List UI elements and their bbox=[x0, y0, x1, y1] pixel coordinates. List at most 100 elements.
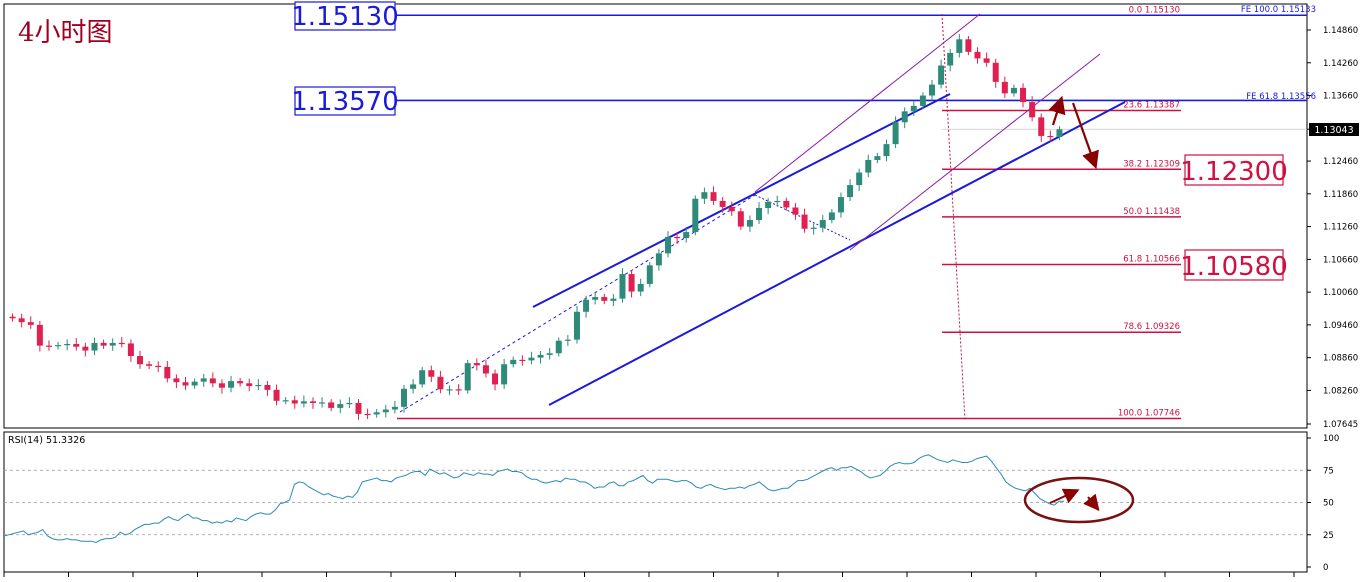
big-level-label: 1.15130 bbox=[291, 1, 399, 32]
candle-body bbox=[883, 144, 890, 157]
candle-body bbox=[756, 208, 763, 221]
candle-body bbox=[837, 197, 844, 213]
y-tick-label: 1.08860 bbox=[1323, 354, 1358, 364]
candle-body bbox=[173, 378, 180, 383]
candle-body bbox=[55, 345, 62, 347]
candle-body bbox=[564, 339, 571, 341]
big-level-label: 1.13570 bbox=[291, 86, 399, 117]
target-1-10580-text: 1.10580 bbox=[1180, 252, 1288, 282]
candle-body bbox=[628, 274, 635, 292]
candle-body bbox=[765, 202, 772, 209]
candle-body bbox=[746, 220, 753, 227]
candle-body bbox=[683, 232, 690, 239]
forecast-up-arrow bbox=[1048, 95, 1066, 126]
candle-body bbox=[965, 39, 972, 52]
candle-body bbox=[1056, 129, 1063, 138]
rsi-down-arrow bbox=[1083, 493, 1100, 512]
candle-body bbox=[419, 370, 426, 385]
candle-body bbox=[555, 340, 562, 354]
candle-body bbox=[810, 227, 817, 229]
candle-body bbox=[373, 412, 380, 415]
candle-body bbox=[528, 357, 535, 361]
candle-body bbox=[309, 401, 316, 403]
candle-body bbox=[501, 364, 508, 385]
candle-body bbox=[592, 297, 599, 300]
candle-body bbox=[300, 401, 307, 404]
rsi-circle bbox=[1023, 476, 1135, 524]
candle-body bbox=[492, 373, 499, 385]
y-tick-label: 1.10060 bbox=[1323, 288, 1358, 298]
fib-level-label: 100.0 1.07746 bbox=[1118, 408, 1180, 418]
candle-body bbox=[473, 363, 480, 366]
rsi-tick-label: 75 bbox=[1323, 466, 1334, 476]
channel-thin-line bbox=[849, 53, 1101, 251]
target-1-12300-text: 1.12300 bbox=[1180, 157, 1288, 187]
y-tick-label: 1.13660 bbox=[1323, 92, 1358, 102]
candle-body bbox=[774, 200, 781, 203]
rsi-label: RSI(14) 51.3326 bbox=[8, 435, 85, 446]
candle-body bbox=[801, 214, 808, 229]
fib-level-label: 78.6 1.09326 bbox=[1123, 322, 1180, 332]
y-tick-label: 1.12460 bbox=[1323, 157, 1358, 167]
candle-body bbox=[828, 212, 835, 221]
target-label: 1.10580 bbox=[1180, 249, 1288, 282]
rsi-tick-label: 100 bbox=[1323, 434, 1339, 444]
fib-level-label: 50.0 1.11438 bbox=[1123, 207, 1180, 217]
candle-body bbox=[919, 95, 926, 106]
candle-body bbox=[901, 111, 908, 123]
candle-body bbox=[847, 185, 854, 198]
candle-body bbox=[792, 207, 799, 215]
candle-body bbox=[1038, 117, 1045, 136]
candle-body bbox=[100, 342, 107, 346]
candle-body bbox=[546, 353, 553, 355]
candle-body bbox=[127, 343, 134, 357]
candle-body bbox=[428, 370, 435, 377]
target-label: 1.12300 bbox=[1180, 154, 1288, 187]
y-tick-label: 1.08260 bbox=[1323, 386, 1358, 396]
candle-body bbox=[910, 105, 917, 112]
candle-body bbox=[992, 62, 999, 82]
fib-level-label: 61.8 1.10566 bbox=[1123, 254, 1180, 264]
candle-body bbox=[819, 220, 826, 228]
candle-body bbox=[218, 383, 225, 388]
candle-body bbox=[874, 156, 881, 160]
candle-body bbox=[264, 384, 271, 390]
forecast-down-arrow bbox=[1071, 102, 1099, 170]
channel-upper-line bbox=[532, 93, 951, 308]
candle-body bbox=[355, 402, 362, 414]
candle-body bbox=[537, 354, 544, 358]
candle-body bbox=[573, 311, 580, 340]
candle-body bbox=[619, 274, 626, 299]
candle-body bbox=[865, 159, 872, 173]
y-tick-label: 1.07645 bbox=[1323, 420, 1358, 430]
chart-title: 4小时图 bbox=[18, 18, 113, 48]
channel-thin-line bbox=[754, 13, 981, 193]
channel-lower-line bbox=[548, 101, 1126, 406]
candle-body bbox=[1047, 135, 1054, 138]
candle-body bbox=[637, 283, 644, 292]
candle-body bbox=[482, 365, 489, 374]
candle-body bbox=[64, 343, 71, 346]
candle-body bbox=[228, 381, 235, 388]
rsi-line bbox=[3, 454, 1064, 544]
candle-body bbox=[674, 236, 681, 239]
level-1-15130-text: 1.15130 bbox=[291, 2, 399, 32]
candle-body bbox=[382, 409, 389, 413]
y-tick-label: 1.11260 bbox=[1323, 223, 1358, 233]
candle-body bbox=[665, 236, 671, 254]
fe-100-label: FE 100.0 1.15133 bbox=[1241, 5, 1316, 15]
candle-body bbox=[291, 400, 298, 404]
candle-body bbox=[929, 84, 935, 96]
candle-body bbox=[27, 322, 34, 325]
candle-body bbox=[18, 318, 25, 323]
candle-body bbox=[118, 342, 125, 345]
candle-body bbox=[646, 265, 653, 284]
candle-body bbox=[1010, 87, 1017, 94]
candle-body bbox=[610, 298, 617, 301]
candle-body bbox=[182, 382, 189, 386]
candle-body bbox=[519, 359, 526, 362]
rsi-panel bbox=[3, 431, 1308, 573]
y-tick-label: 1.10660 bbox=[1323, 255, 1358, 265]
candle-body bbox=[36, 324, 43, 346]
